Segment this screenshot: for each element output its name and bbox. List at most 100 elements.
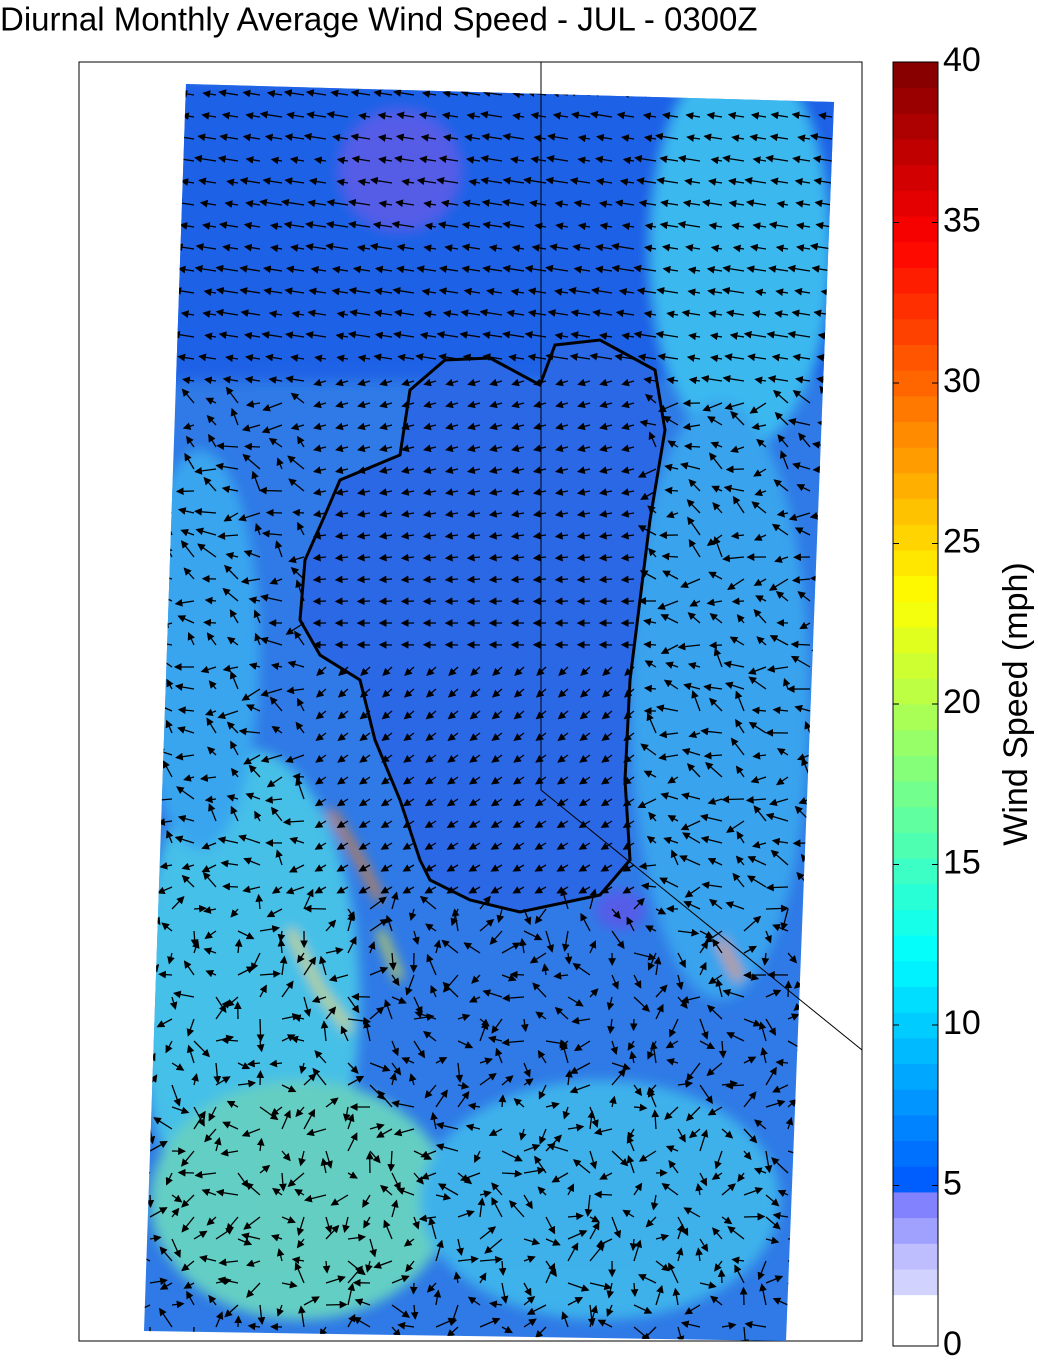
wind-arrow	[470, 666, 481, 676]
wind-arrow	[464, 133, 481, 142]
wind-arrow	[480, 110, 503, 119]
wind-arrow	[313, 378, 327, 387]
wind-arrow	[208, 680, 217, 690]
wind-arrow	[661, 243, 679, 252]
wind-arrow	[480, 176, 503, 185]
wind-arrow	[423, 244, 437, 253]
wind-arrow	[552, 111, 569, 120]
wind-arrow	[423, 422, 437, 431]
wind-arrow	[768, 578, 789, 591]
wind-arrow	[686, 354, 701, 362]
wind-arrow	[709, 452, 723, 470]
wind-arrow	[378, 200, 393, 208]
wind-arrow	[621, 444, 635, 453]
wind-arrow	[421, 288, 437, 296]
wind-arrow	[731, 222, 745, 231]
colorbar-tick-label: 5	[943, 1164, 962, 1202]
wind-arrow	[352, 265, 371, 274]
wind-arrow	[599, 332, 613, 341]
colorbar-swatch	[893, 164, 938, 191]
wind-arrow	[422, 488, 437, 496]
wind-arrow	[488, 244, 503, 252]
wind-arrow	[502, 330, 525, 339]
wind-arrow	[243, 243, 261, 252]
wind-arrow	[266, 89, 283, 98]
wind-arrow	[775, 244, 789, 253]
wind-arrow	[315, 688, 327, 698]
wind-arrow	[423, 444, 437, 453]
colorbar-swatch	[893, 293, 938, 320]
wind-arrow	[467, 400, 481, 409]
wind-arrow	[647, 505, 657, 514]
colorbar-tick-label: 40	[943, 41, 981, 79]
wind-arrow	[555, 378, 569, 387]
wind-arrow	[754, 376, 767, 385]
wind-arrow	[285, 331, 305, 340]
lake-outline	[298, 338, 667, 914]
wind-arrow	[335, 466, 349, 474]
wind-arrow	[379, 466, 393, 474]
wind-arrow	[378, 553, 393, 562]
wind-arrow	[703, 133, 723, 142]
wind-arrow	[445, 444, 459, 453]
wind-arrow	[663, 679, 679, 690]
wind-arrow	[395, 133, 415, 142]
wind-arrow	[482, 331, 503, 339]
wind-arrow	[489, 466, 503, 474]
wind-arrow	[418, 111, 437, 120]
wind-arrow	[286, 111, 305, 120]
wind-arrow	[813, 177, 833, 186]
wind-arrow	[379, 378, 393, 387]
wind-arrow	[444, 510, 459, 518]
wind-arrow	[401, 178, 415, 187]
colorbar-swatch	[893, 832, 938, 859]
wind-arrow	[795, 222, 811, 230]
wind-arrow	[686, 499, 701, 514]
wind-arrow	[533, 422, 547, 431]
wind-arrow	[262, 402, 283, 412]
wind-arrow	[423, 200, 437, 209]
wind-arrow	[710, 441, 723, 449]
wind-arrow	[532, 553, 547, 562]
wind-arrow	[723, 484, 745, 493]
wind-arrow	[576, 510, 591, 518]
wind-arrow	[611, 264, 635, 273]
wind-arrow	[335, 400, 349, 409]
wind-arrow	[662, 416, 679, 426]
wind-arrow	[488, 531, 503, 540]
wind-arrow	[283, 221, 305, 229]
wind-arrow	[511, 422, 525, 431]
wind-arrow	[787, 418, 811, 426]
wind-arrow	[258, 486, 283, 495]
wind-arrow	[527, 287, 547, 296]
wind-arrow	[396, 111, 415, 120]
wind-arrow	[440, 199, 459, 208]
colorbar-swatch	[893, 139, 938, 166]
wind-arrow	[403, 688, 415, 698]
wind-arrow	[462, 353, 481, 362]
wind-arrow	[444, 553, 459, 562]
wind-arrow	[502, 264, 525, 273]
wind-arrow	[420, 133, 437, 142]
wind-arrow	[285, 622, 305, 635]
wind-arrow	[438, 287, 459, 296]
colorbar-swatch	[893, 344, 938, 371]
wind-arrow	[242, 89, 261, 98]
wind-arrow	[643, 640, 657, 649]
wind-arrow	[438, 155, 459, 164]
wind-arrow	[256, 1018, 265, 1043]
wind-arrow	[731, 597, 745, 606]
wind-arrow	[501, 198, 525, 207]
wind-arrow	[685, 244, 701, 252]
wind-arrow	[393, 309, 415, 317]
wind-arrow	[555, 444, 569, 453]
wind-arrow	[527, 309, 547, 318]
wind-arrow	[215, 462, 239, 471]
wind-arrow	[513, 688, 525, 698]
wind-arrow	[297, 435, 305, 448]
wind-arrow	[444, 531, 459, 540]
colorbar-swatch	[893, 472, 938, 500]
wind-arrow	[195, 243, 217, 251]
wind-arrow	[739, 1286, 748, 1306]
wind-arrow	[491, 688, 503, 698]
